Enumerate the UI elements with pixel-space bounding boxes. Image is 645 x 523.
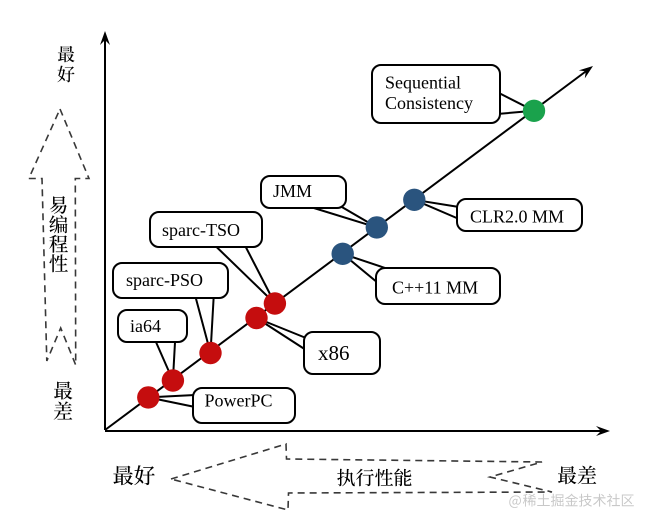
svg-text:sparc-TSO: sparc-TSO — [162, 220, 240, 240]
svg-text:CLR2.0 MM: CLR2.0 MM — [470, 207, 564, 227]
svg-text:sparc-PSO: sparc-PSO — [126, 270, 203, 290]
svg-text:JMM: JMM — [273, 181, 312, 201]
svg-text:C++11 MM: C++11 MM — [392, 278, 478, 298]
svg-text:PowerPC: PowerPC — [205, 391, 273, 411]
svg-text:Sequential: Sequential — [385, 73, 461, 93]
svg-text:Consistency: Consistency — [385, 93, 473, 113]
svg-text:x86: x86 — [318, 341, 350, 365]
svg-text:ia64: ia64 — [130, 316, 161, 336]
